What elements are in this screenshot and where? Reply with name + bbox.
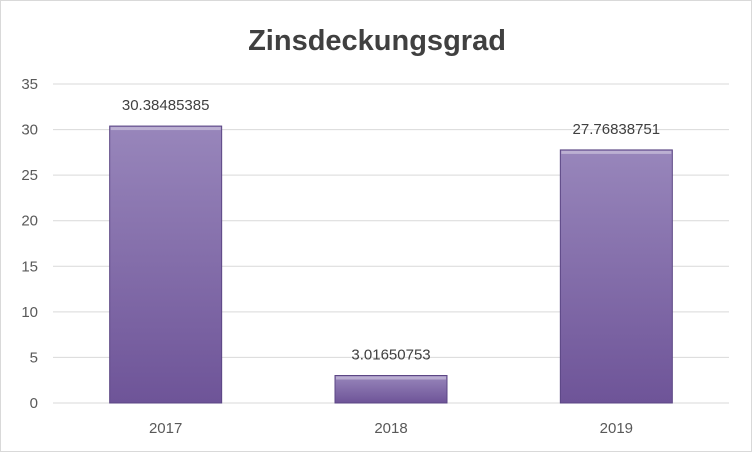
bar-2018 — [334, 375, 448, 404]
bars — [109, 125, 673, 404]
y-tick-label: 30 — [21, 122, 38, 139]
data-label-2019: 27.76838751 — [573, 121, 661, 138]
data-labels: 30.38485385 3.01650753 27.76838751 — [122, 97, 660, 363]
y-tick-label: 0 — [30, 395, 38, 412]
bar-2017 — [109, 125, 223, 404]
x-axis-tick-labels: 2017 2018 2019 — [149, 420, 633, 437]
bar-highlight — [561, 150, 672, 154]
x-tick-label: 2017 — [149, 420, 182, 437]
y-tick-label: 10 — [21, 304, 38, 321]
y-tick-label: 35 — [21, 76, 38, 93]
bar-highlight — [336, 376, 446, 380]
y-axis-tick-labels: 0 5 10 15 20 25 30 35 — [21, 76, 38, 412]
bar-2019 — [559, 149, 673, 404]
chart-title: Zinsdeckungsgrad — [248, 25, 506, 57]
y-tick-label: 15 — [21, 258, 38, 275]
x-tick-label: 2019 — [600, 420, 633, 437]
bar-highlight — [110, 127, 221, 131]
y-tick-label: 25 — [21, 167, 38, 184]
y-tick-label: 5 — [30, 349, 38, 366]
y-tick-label: 20 — [21, 213, 38, 230]
data-label-2017: 30.38485385 — [122, 97, 210, 114]
data-label-2018: 3.01650753 — [351, 347, 430, 364]
x-tick-label: 2018 — [374, 420, 407, 437]
